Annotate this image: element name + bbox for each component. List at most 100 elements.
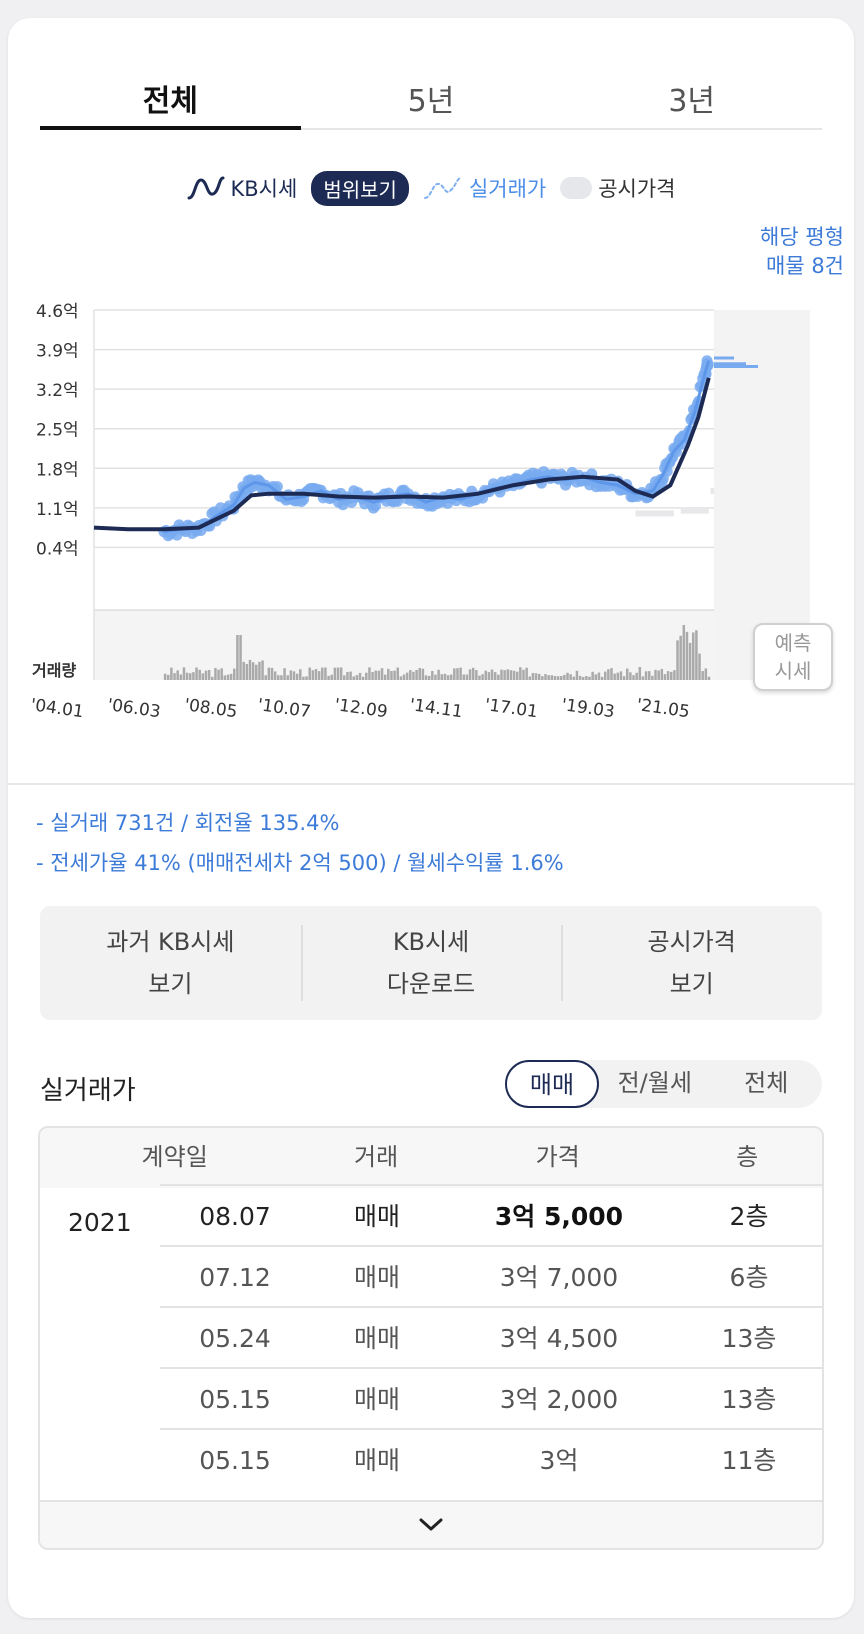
volume-bar <box>613 673 616 680</box>
volume-bar <box>182 667 186 680</box>
row-floor: 11층 <box>721 1446 777 1475</box>
x-tick-label: '08.05 <box>183 695 239 722</box>
table-row[interactable]: 05.24 매매 3억 4,500 13층 <box>160 1306 822 1369</box>
volume-bar <box>204 670 208 680</box>
volume-bar <box>365 672 368 680</box>
volume-bar <box>412 671 415 680</box>
volume-bar <box>283 668 286 680</box>
volume-bar <box>468 669 472 680</box>
volume-bar <box>207 670 211 680</box>
price-card: 전체 5년 3년 KB시세 범위보기 실거래가 공시가격 해당 평형 매물 8건… <box>8 18 854 1618</box>
volume-bar <box>358 672 362 680</box>
predict-line1: 예측 <box>774 631 812 655</box>
volume-bar <box>465 674 469 680</box>
show-more-button[interactable] <box>40 1500 822 1548</box>
volume-bar <box>434 674 437 680</box>
tab-all[interactable]: 전체 <box>40 58 301 130</box>
volume-bar <box>421 668 425 680</box>
volume-bar <box>295 673 299 680</box>
real-line-icon <box>423 177 462 199</box>
forecast-area <box>714 310 810 680</box>
volume-bar <box>176 670 179 680</box>
volume-bar <box>641 676 645 680</box>
volume-bar <box>660 668 664 680</box>
legend-real[interactable]: 실거래가 <box>423 173 546 203</box>
listing-count-link[interactable]: 해당 평형 매물 8건 <box>760 223 844 281</box>
volume-bar <box>512 670 516 680</box>
volume-bar <box>669 671 673 680</box>
volume-bar <box>478 675 481 680</box>
volume-bar <box>437 669 440 680</box>
y-tick-label: 4.6억 <box>36 302 79 322</box>
volume-bar <box>330 674 333 680</box>
stats-line2: - 전세가율 41% (매매전세차 2억 500) / 월세수익률 1.6% <box>36 851 564 875</box>
volume-bar <box>431 670 434 680</box>
y-tick-label: 0.4억 <box>36 539 79 559</box>
volume-bar <box>302 676 305 680</box>
row-type: 매매 <box>353 1446 400 1475</box>
volume-bar <box>424 675 428 680</box>
filter-all[interactable]: 전체 <box>744 1069 789 1097</box>
volume-bar <box>471 667 475 680</box>
filter-lease[interactable]: 전/월세 <box>617 1069 692 1097</box>
volume-bar <box>229 673 233 680</box>
volume-bar <box>387 668 390 680</box>
legend-kb[interactable]: KB시세 <box>187 173 297 203</box>
legend-public-label: 공시가격 <box>598 177 676 201</box>
volume-bar <box>217 669 220 680</box>
volume-bar <box>547 675 550 680</box>
x-tick-label: '04.01 <box>29 695 85 722</box>
tab-3y[interactable]: 3년 <box>668 84 716 119</box>
volume-bar <box>201 673 205 680</box>
volume-bar <box>343 675 346 680</box>
volume-bar <box>189 673 192 680</box>
volume-bar <box>299 669 302 680</box>
volume-bar <box>305 676 308 680</box>
row-type: 매매 <box>353 1202 400 1231</box>
volume-bar <box>361 676 365 680</box>
volume-bar <box>311 670 315 680</box>
real-trade-table: 계약일 거래 가격 층 2021 08.07 매매 3억 5,000 2층 07… <box>38 1126 824 1550</box>
volume-bar <box>519 667 522 680</box>
filter-sale[interactable]: 매매 <box>505 1060 599 1108</box>
volume-bar <box>286 675 289 680</box>
volume-bar <box>242 661 245 680</box>
volume-label: 거래량 <box>32 661 76 680</box>
x-tick-label: '06.03 <box>106 695 162 722</box>
legend-public[interactable]: 공시가격 <box>560 173 676 203</box>
public-price-button[interactable]: 공시가격 보기 <box>561 921 822 1005</box>
volume-bar <box>443 673 447 680</box>
kb-price-download-button[interactable]: KB시세 다운로드 <box>300 921 562 1005</box>
table-header: 계약일 거래 가격 층 <box>40 1128 822 1188</box>
volume-bar <box>402 674 406 680</box>
table-row[interactable]: 05.15 매매 3억 2,000 13층 <box>160 1367 822 1430</box>
volume-bar <box>619 671 623 680</box>
table-row[interactable]: 07.12 매매 3억 7,000 6층 <box>160 1245 822 1308</box>
y-tick-label: 3.9억 <box>36 342 79 362</box>
range-view-button[interactable]: 범위보기 <box>311 170 409 206</box>
table-row[interactable]: 08.07 매매 3억 5,000 2층 <box>160 1184 822 1247</box>
volume-bar <box>418 667 421 680</box>
volume-bar <box>484 670 488 680</box>
volume-bar <box>657 670 660 680</box>
volume-bar <box>541 676 544 680</box>
volume-bar <box>572 676 576 680</box>
volume-bar <box>248 659 252 680</box>
past-kb-price-button[interactable]: 과거 KB시세 보기 <box>40 921 301 1005</box>
volume-bar <box>578 675 582 680</box>
predict-price-button[interactable]: 예측 시세 <box>753 623 833 691</box>
volume-bar <box>597 672 601 680</box>
row-floor: 13층 <box>721 1324 777 1353</box>
volume-bar <box>475 670 478 680</box>
volume-bar <box>638 667 642 680</box>
volume-bar <box>371 672 374 680</box>
listing-note-line1: 해당 평형 <box>760 225 844 249</box>
volume-bar <box>497 674 500 680</box>
table-row[interactable]: 05.15 매매 3억 11층 <box>160 1428 822 1491</box>
chart-legend: KB시세 범위보기 실거래가 공시가격 <box>8 168 854 208</box>
volume-bar <box>644 671 648 680</box>
tab-5y[interactable]: 5년 <box>407 84 455 119</box>
volume-bar <box>625 668 629 680</box>
volume-bar <box>600 676 604 680</box>
